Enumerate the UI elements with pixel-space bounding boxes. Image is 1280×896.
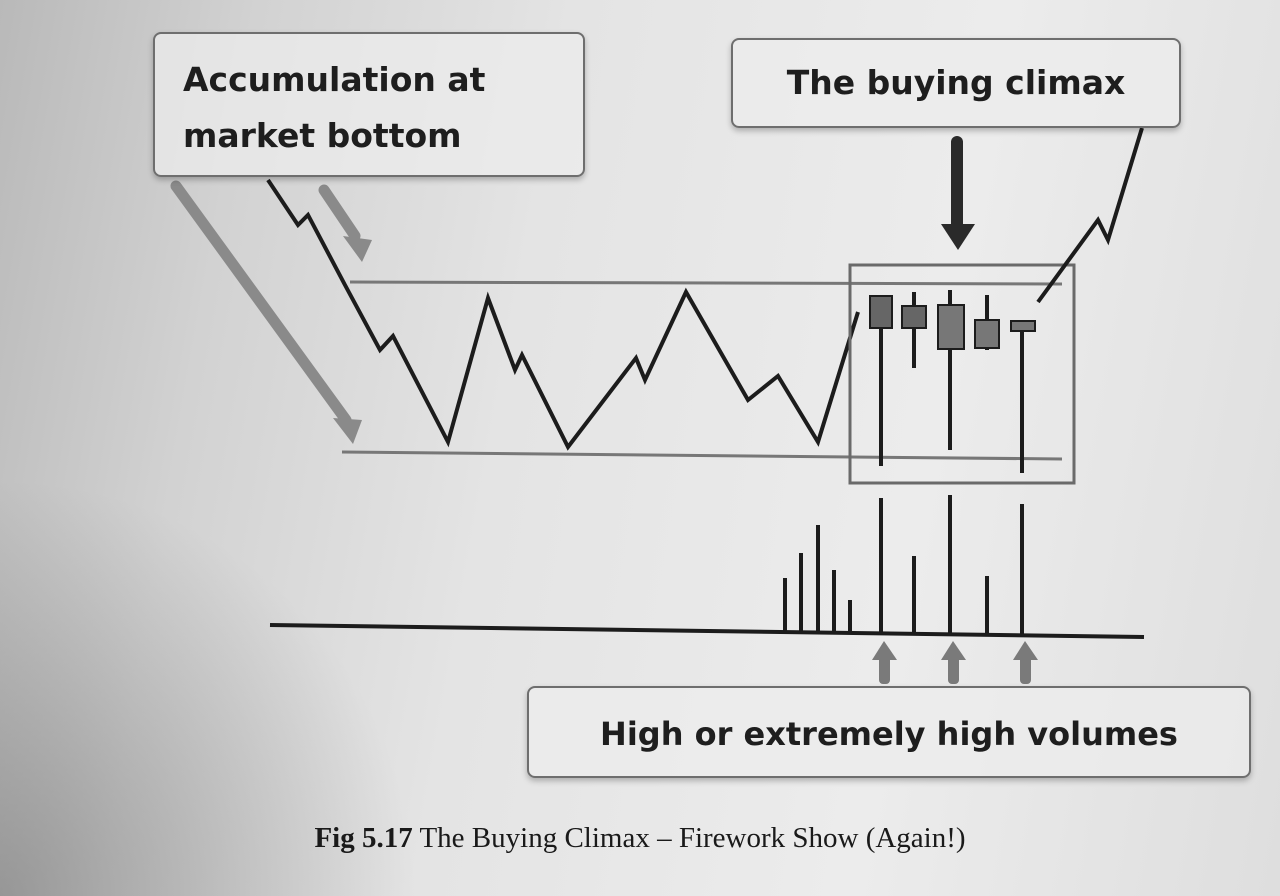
range-resistance-line bbox=[349, 280, 1063, 286]
price-path-line bbox=[266, 178, 860, 451]
accumulation-label-line2: market bottom bbox=[183, 116, 462, 155]
volume-baseline bbox=[269, 623, 1145, 639]
volume-bars bbox=[783, 495, 1024, 636]
accumulation-callout: Accumulation at market bottom bbox=[153, 32, 585, 177]
breakout-price-line bbox=[1036, 127, 1144, 304]
climax-highlight-box bbox=[848, 263, 1076, 485]
candle-body bbox=[974, 319, 1000, 349]
arrow-down-climax-icon bbox=[941, 136, 975, 250]
arrows-up-volume bbox=[872, 641, 1038, 684]
arrow-up-icon bbox=[1013, 641, 1038, 684]
candlestick-group bbox=[869, 290, 1036, 473]
candle-body bbox=[901, 305, 927, 329]
figure-caption: Fig 5.17 The Buying Climax – Firework Sh… bbox=[0, 822, 1280, 855]
arrow-down-short-icon bbox=[318, 184, 372, 262]
figure-title: The Buying Climax – Firework Show (Again… bbox=[419, 822, 966, 854]
accumulation-label-line1: Accumulation at bbox=[183, 60, 486, 99]
buying-climax-label: The buying climax bbox=[786, 63, 1126, 102]
candle-body bbox=[869, 295, 893, 329]
candle-body bbox=[1010, 320, 1036, 332]
buying-climax-callout: The buying climax bbox=[731, 38, 1181, 128]
arrow-up-icon bbox=[872, 641, 897, 684]
arrow-down-long-icon bbox=[170, 180, 362, 444]
candle-body bbox=[937, 304, 965, 350]
range-support-line bbox=[341, 450, 1063, 461]
volumes-label: High or extremely high volumes bbox=[600, 715, 1178, 753]
volumes-callout: High or extremely high volumes bbox=[527, 686, 1251, 778]
arrow-up-icon bbox=[941, 641, 966, 684]
figure-number: Fig 5.17 bbox=[314, 822, 413, 854]
